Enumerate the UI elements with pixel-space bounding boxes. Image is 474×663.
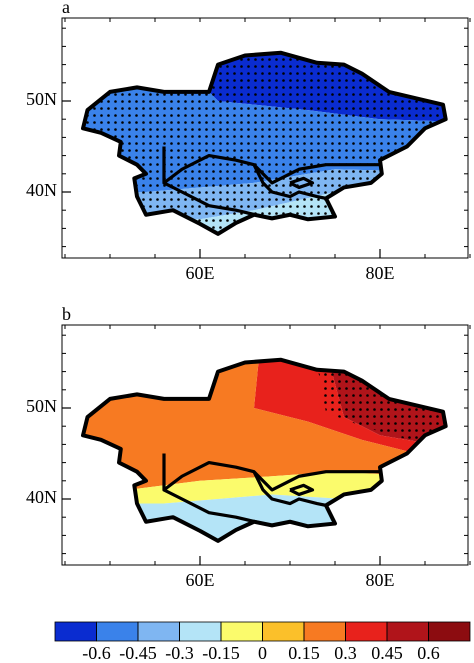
color-box [220, 621, 263, 642]
region-outline [81, 50, 448, 236]
colorbar-label: 0.3 [334, 643, 357, 663]
color-box [428, 621, 471, 642]
colorbar-label: 0 [258, 643, 267, 663]
y-tick-label: 40N [26, 487, 57, 507]
frame [61, 324, 469, 566]
colorbar: -0.6 -0.45 -0.3 -0.15 0 0.15 0.3 0.45 0.6 [54, 621, 471, 663]
color-box [137, 621, 180, 642]
country-border [252, 163, 327, 200]
colorbar-label: -0.3 [165, 643, 194, 663]
colorbar-label: -0.45 [119, 643, 157, 663]
panel-label: a [62, 0, 70, 17]
y-tick-label: 50N [26, 89, 57, 109]
country-border [162, 146, 380, 185]
x-tick-label: 60E [186, 570, 215, 590]
country-border [162, 453, 380, 492]
color-box [179, 621, 222, 642]
map-panel: b 50N 40N 60E 80E [26, 304, 471, 590]
borders [81, 50, 448, 236]
panel-label: b [62, 304, 71, 324]
country-border [289, 176, 315, 190]
color-box [345, 621, 388, 642]
color-box [96, 621, 139, 642]
country-border [289, 483, 315, 497]
color-box [54, 621, 97, 642]
country-border [252, 470, 327, 507]
country-border [163, 488, 264, 526]
y-tick-label: 50N [26, 396, 57, 416]
colorbar-label: -0.15 [202, 643, 240, 663]
colorbar-label: -0.6 [82, 643, 111, 663]
x-tick-label: 60E [186, 263, 215, 283]
shaded-area [83, 485, 446, 541]
x-tick-label: 80E [366, 570, 395, 590]
color-box [262, 621, 305, 642]
x-tick-label: 80E [366, 263, 395, 283]
region-outline [81, 357, 448, 543]
color-box [386, 621, 429, 642]
frame [61, 17, 469, 259]
colorbar-label: 0.15 [288, 643, 320, 663]
country-border [163, 181, 264, 219]
y-tick-label: 40N [26, 180, 57, 200]
map-panel: a 50N 40N 60E 80E [26, 0, 471, 283]
borders [81, 357, 448, 543]
color-box [303, 621, 346, 642]
colorbar-label: 0.6 [417, 643, 440, 663]
colorbar-label: 0.45 [371, 643, 403, 663]
